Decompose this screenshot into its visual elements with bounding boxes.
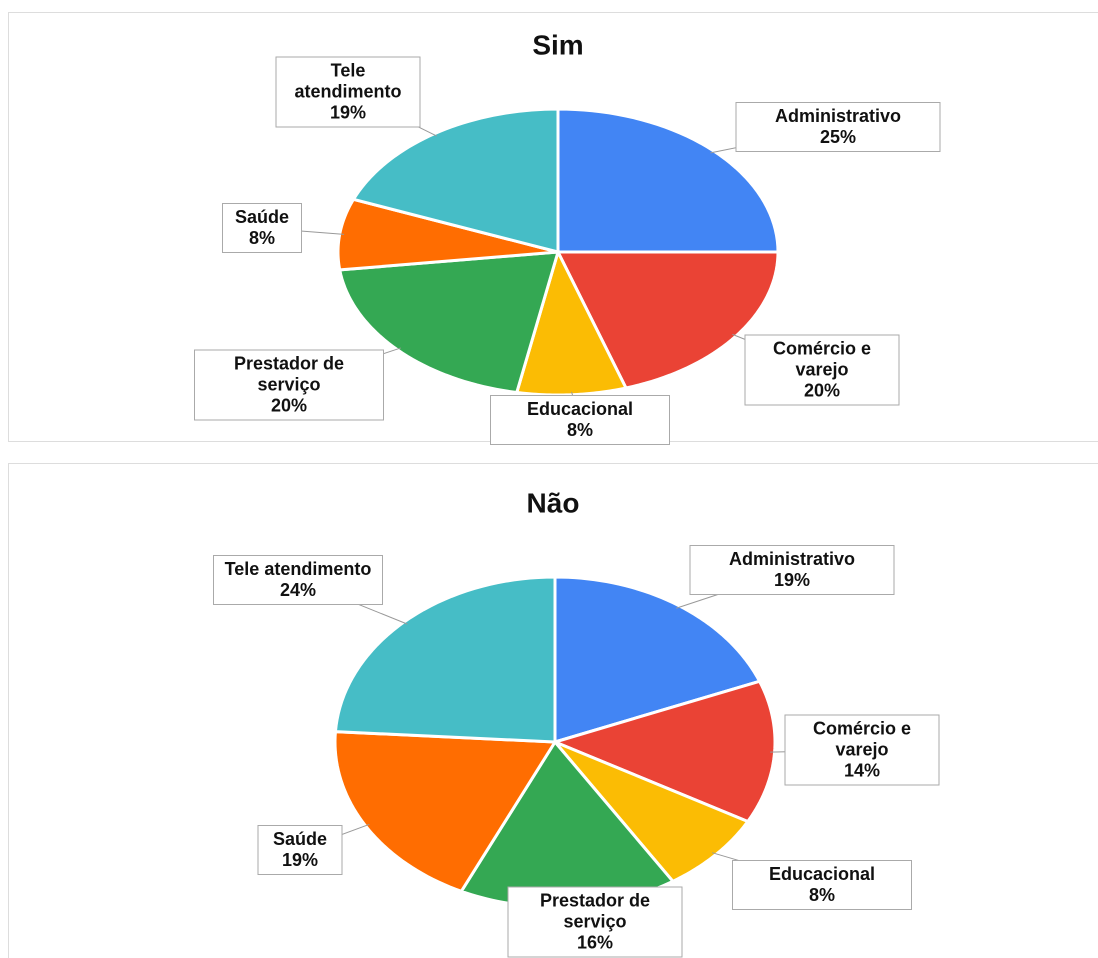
value-label: 8%	[566, 420, 593, 440]
category-label: Tele atendimento	[294, 60, 402, 102]
slice-label: Tele atendimento 24%	[213, 555, 383, 605]
value-label: 19%	[773, 570, 811, 590]
category-label: Saúde	[234, 207, 290, 227]
category-label: Comércio e varejo	[812, 718, 912, 760]
slice-label: Prestador de serviço 20%	[194, 349, 384, 421]
value-label: 16%	[576, 932, 614, 953]
pie-slice	[553, 575, 762, 745]
category-label: Prestador de serviço	[233, 353, 345, 395]
chart-title: Não	[527, 487, 580, 518]
pie-slice	[337, 250, 561, 395]
value-label: 20%	[270, 395, 308, 416]
slice-label: Tele atendimento 19%	[275, 56, 421, 128]
value-label: 19%	[281, 850, 319, 870]
category-label: Tele atendimento	[224, 559, 372, 579]
category-label: Administrativo	[774, 106, 902, 126]
pie-slice	[514, 247, 629, 397]
slice-label: Comércio e varejo 14%	[784, 714, 940, 786]
chart-frame	[8, 463, 1098, 958]
slice-label: Educacional 8%	[732, 860, 912, 910]
value-label: 19%	[329, 102, 367, 123]
value-label: 25%	[819, 127, 857, 147]
category-label: Educacional	[768, 864, 876, 884]
value-label: 8%	[248, 228, 275, 248]
slice-label: Educacional 8%	[490, 395, 670, 445]
value-label: 24%	[279, 580, 317, 600]
value-label: 8%	[808, 885, 835, 905]
slice-label: Administrativo 19%	[689, 545, 895, 595]
category-label: Comércio e varejo	[772, 338, 872, 380]
slice-label: Prestador de serviço 16%	[507, 886, 683, 958]
chart-title: Sim	[532, 29, 583, 60]
slice-label: Administrativo 25%	[735, 102, 941, 152]
value-label: 20%	[803, 380, 841, 401]
pie-slice	[333, 575, 557, 744]
pie-slice	[553, 740, 751, 884]
slice-label: Saúde 8%	[222, 203, 302, 253]
category-label: Administrativo	[728, 549, 856, 569]
category-label: Saúde	[272, 829, 328, 849]
value-label: 14%	[843, 760, 881, 781]
pie-slice	[556, 107, 780, 254]
slice-label: Comércio e varejo 20%	[744, 334, 900, 406]
category-label: Educacional	[526, 399, 634, 419]
slice-label: Saúde 19%	[257, 825, 343, 875]
category-label: Prestador de serviço	[539, 890, 651, 932]
pie-slice	[351, 107, 560, 254]
